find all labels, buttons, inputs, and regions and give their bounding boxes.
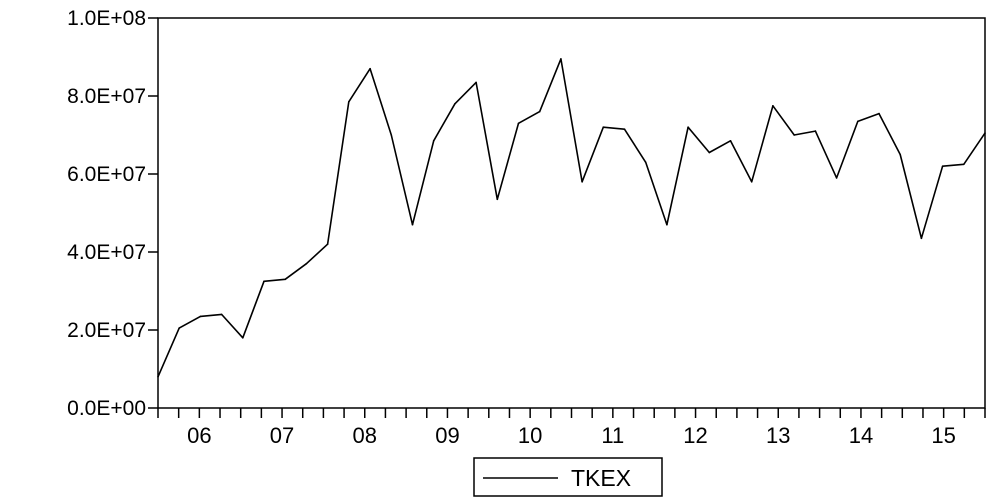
data-point [199,315,202,318]
y-tick-label: 4.0E+07 [67,241,146,264]
data-point [326,243,329,245]
data-point [517,122,520,125]
x-tick-label: 09 [435,423,459,448]
legend-box [473,457,663,497]
series-group [157,58,986,378]
data-point [560,58,562,60]
x-tick-label: 06 [187,423,211,448]
data-point [963,163,965,166]
data-point [305,262,308,265]
data-point [729,140,732,142]
x-tick-label: 07 [270,423,294,448]
x-tick-label: 08 [353,423,377,448]
data-point [708,151,711,154]
x-tick-label: 12 [683,423,707,448]
y-tick-label: 0.0E+00 [67,397,146,420]
x-tick-label: 13 [766,423,790,448]
data-point [538,110,541,113]
x-tick-label: 15 [931,423,955,448]
x-tick-label: 11 [601,423,624,448]
data-point [666,223,668,226]
data-point [984,132,986,134]
y-tick-label: 1.0E+08 [67,7,146,30]
data-point [687,126,689,128]
data-point [496,198,499,201]
legend-label-tkex: TKEX [571,465,631,491]
data-point [793,134,795,136]
data-point [390,134,393,136]
y-tick-label: 6.0E+07 [67,163,146,186]
data-point [899,153,901,156]
data-point [602,126,605,128]
data-point [475,81,477,84]
x-tick-label: 14 [849,423,873,448]
data-point [941,165,944,167]
data-point [178,327,180,329]
data-point [432,140,435,142]
data-point [772,105,774,107]
data-point [814,130,817,132]
data-point [644,161,647,164]
data-point [920,237,923,240]
x-axis: 06 07 08 09 10 11 12 13 14 15 [157,408,986,448]
y-axis: 0.0E+00 2.0E+07 4.0E+07 6.0E+07 8.0E+07 1.0E+… [67,7,158,420]
x-tick-label: 10 [518,423,542,448]
data-point [411,223,414,226]
y-tick-label: 8.0E+07 [67,85,146,108]
data-point [284,278,287,281]
y-tick-label: 2.0E+07 [67,319,146,342]
data-point [581,181,583,183]
data-point [750,181,753,183]
data-point [157,376,159,378]
data-point [348,101,350,103]
data-point [369,67,371,70]
plot-frame [157,17,986,409]
data-point [835,177,838,179]
data-point [857,120,859,123]
series-line-tkex [157,58,986,378]
legend: TKEX [473,457,663,497]
data-point [242,337,244,339]
data-point [623,128,626,130]
data-point [454,103,456,105]
data-point [878,112,880,115]
data-point [220,313,223,316]
data-point [263,280,265,283]
